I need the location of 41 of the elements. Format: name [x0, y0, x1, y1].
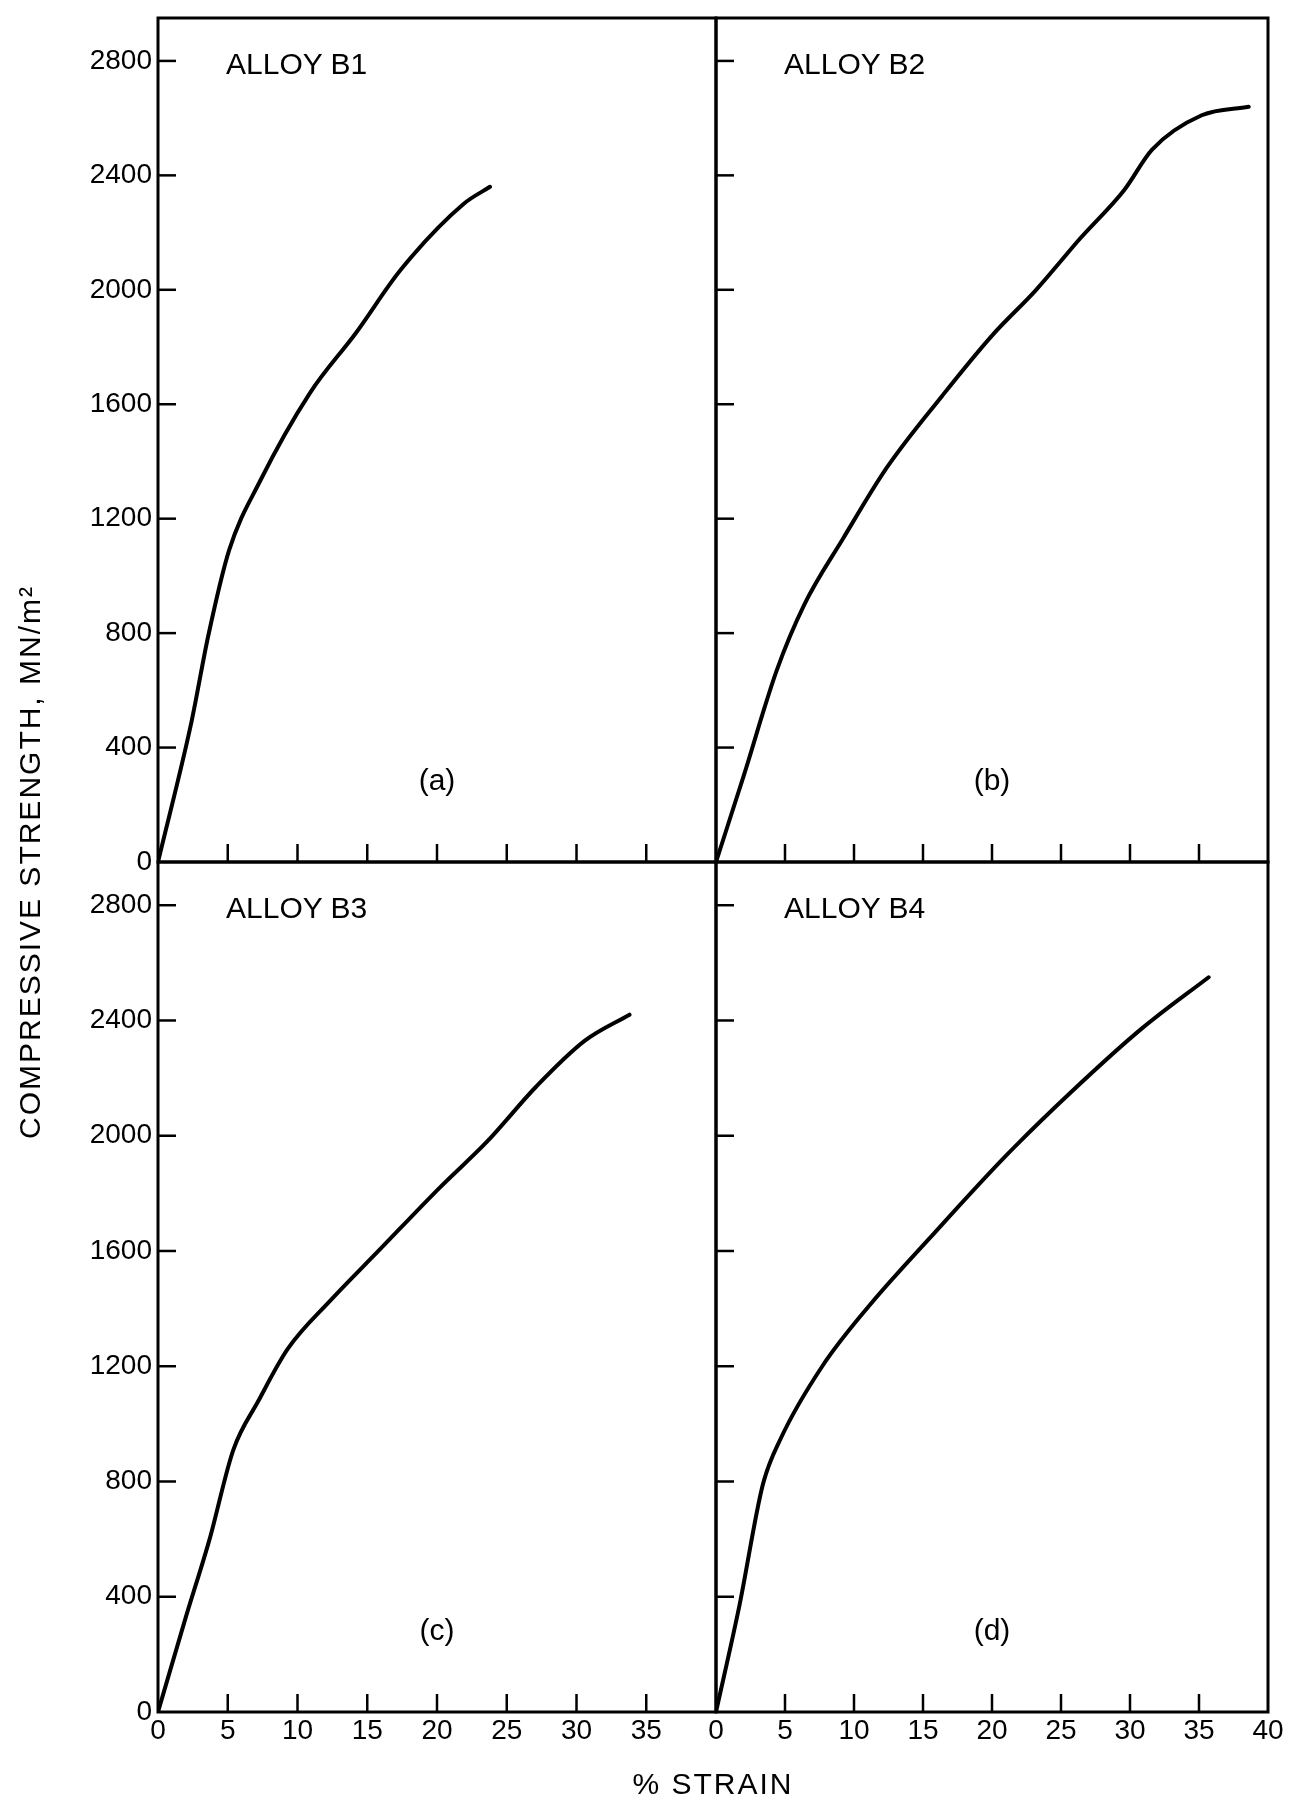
x-tick-label: 30 — [1114, 1713, 1146, 1745]
text: ALLOY B1 — [226, 47, 368, 81]
x-axis-title: % STRAIN — [632, 1767, 794, 1801]
y-tick-label: 1600 — [89, 386, 152, 418]
y-tick-label: 2800 — [89, 43, 152, 75]
x-tick-label: 35 — [1183, 1713, 1215, 1745]
x-tick-label: 5 — [219, 1713, 236, 1745]
x-tick-label: 10 — [838, 1713, 870, 1745]
y-tick-label: 2000 — [89, 272, 152, 304]
y-tick-label: 1200 — [89, 1348, 152, 1380]
x-tick-label: 25 — [491, 1713, 523, 1745]
x-tick-label: 15 — [351, 1713, 383, 1745]
y-tick-label: 800 — [105, 615, 152, 647]
x-tick-label: 35 — [630, 1713, 662, 1745]
x-tick-label: 40 — [1252, 1713, 1284, 1745]
y-tick-label: 2400 — [89, 158, 152, 190]
x-tick-label: 10 — [281, 1713, 314, 1745]
y-tick-label: 2800 — [89, 887, 152, 919]
annotation: (c) — [419, 1613, 455, 1647]
annotation: (a) — [418, 763, 456, 797]
x-tick-label: 5 — [777, 1713, 793, 1745]
y-tick-label: 800 — [105, 1464, 152, 1496]
y-axis-title: COMPRESSIVE STRENGTH, MN/m² — [13, 584, 47, 1140]
text: ALLOY B2 — [784, 47, 926, 81]
x-tick-label: 30 — [560, 1713, 593, 1745]
x-tick-label: 0 — [708, 1713, 724, 1745]
y-tick-label: 1200 — [89, 501, 152, 533]
x-tick-label: 20 — [976, 1713, 1008, 1745]
y-tick-label: 1600 — [89, 1233, 152, 1265]
y-tick-label: 400 — [105, 1579, 152, 1611]
y-tick-label: 2000 — [89, 1118, 152, 1150]
text: ALLOY B3 — [226, 891, 368, 925]
annotation: (b) — [973, 763, 1011, 797]
x-tick-label: 20 — [421, 1713, 453, 1745]
y-tick-label: 0 — [136, 844, 152, 876]
text: ALLOY B4 — [784, 891, 926, 925]
y-tick-label: 2400 — [89, 1003, 152, 1035]
y-tick-label: 400 — [105, 730, 152, 762]
x-tick-label: 25 — [1045, 1713, 1077, 1745]
x-tick-label: 15 — [907, 1713, 939, 1745]
annotation: (d) — [973, 1613, 1011, 1647]
